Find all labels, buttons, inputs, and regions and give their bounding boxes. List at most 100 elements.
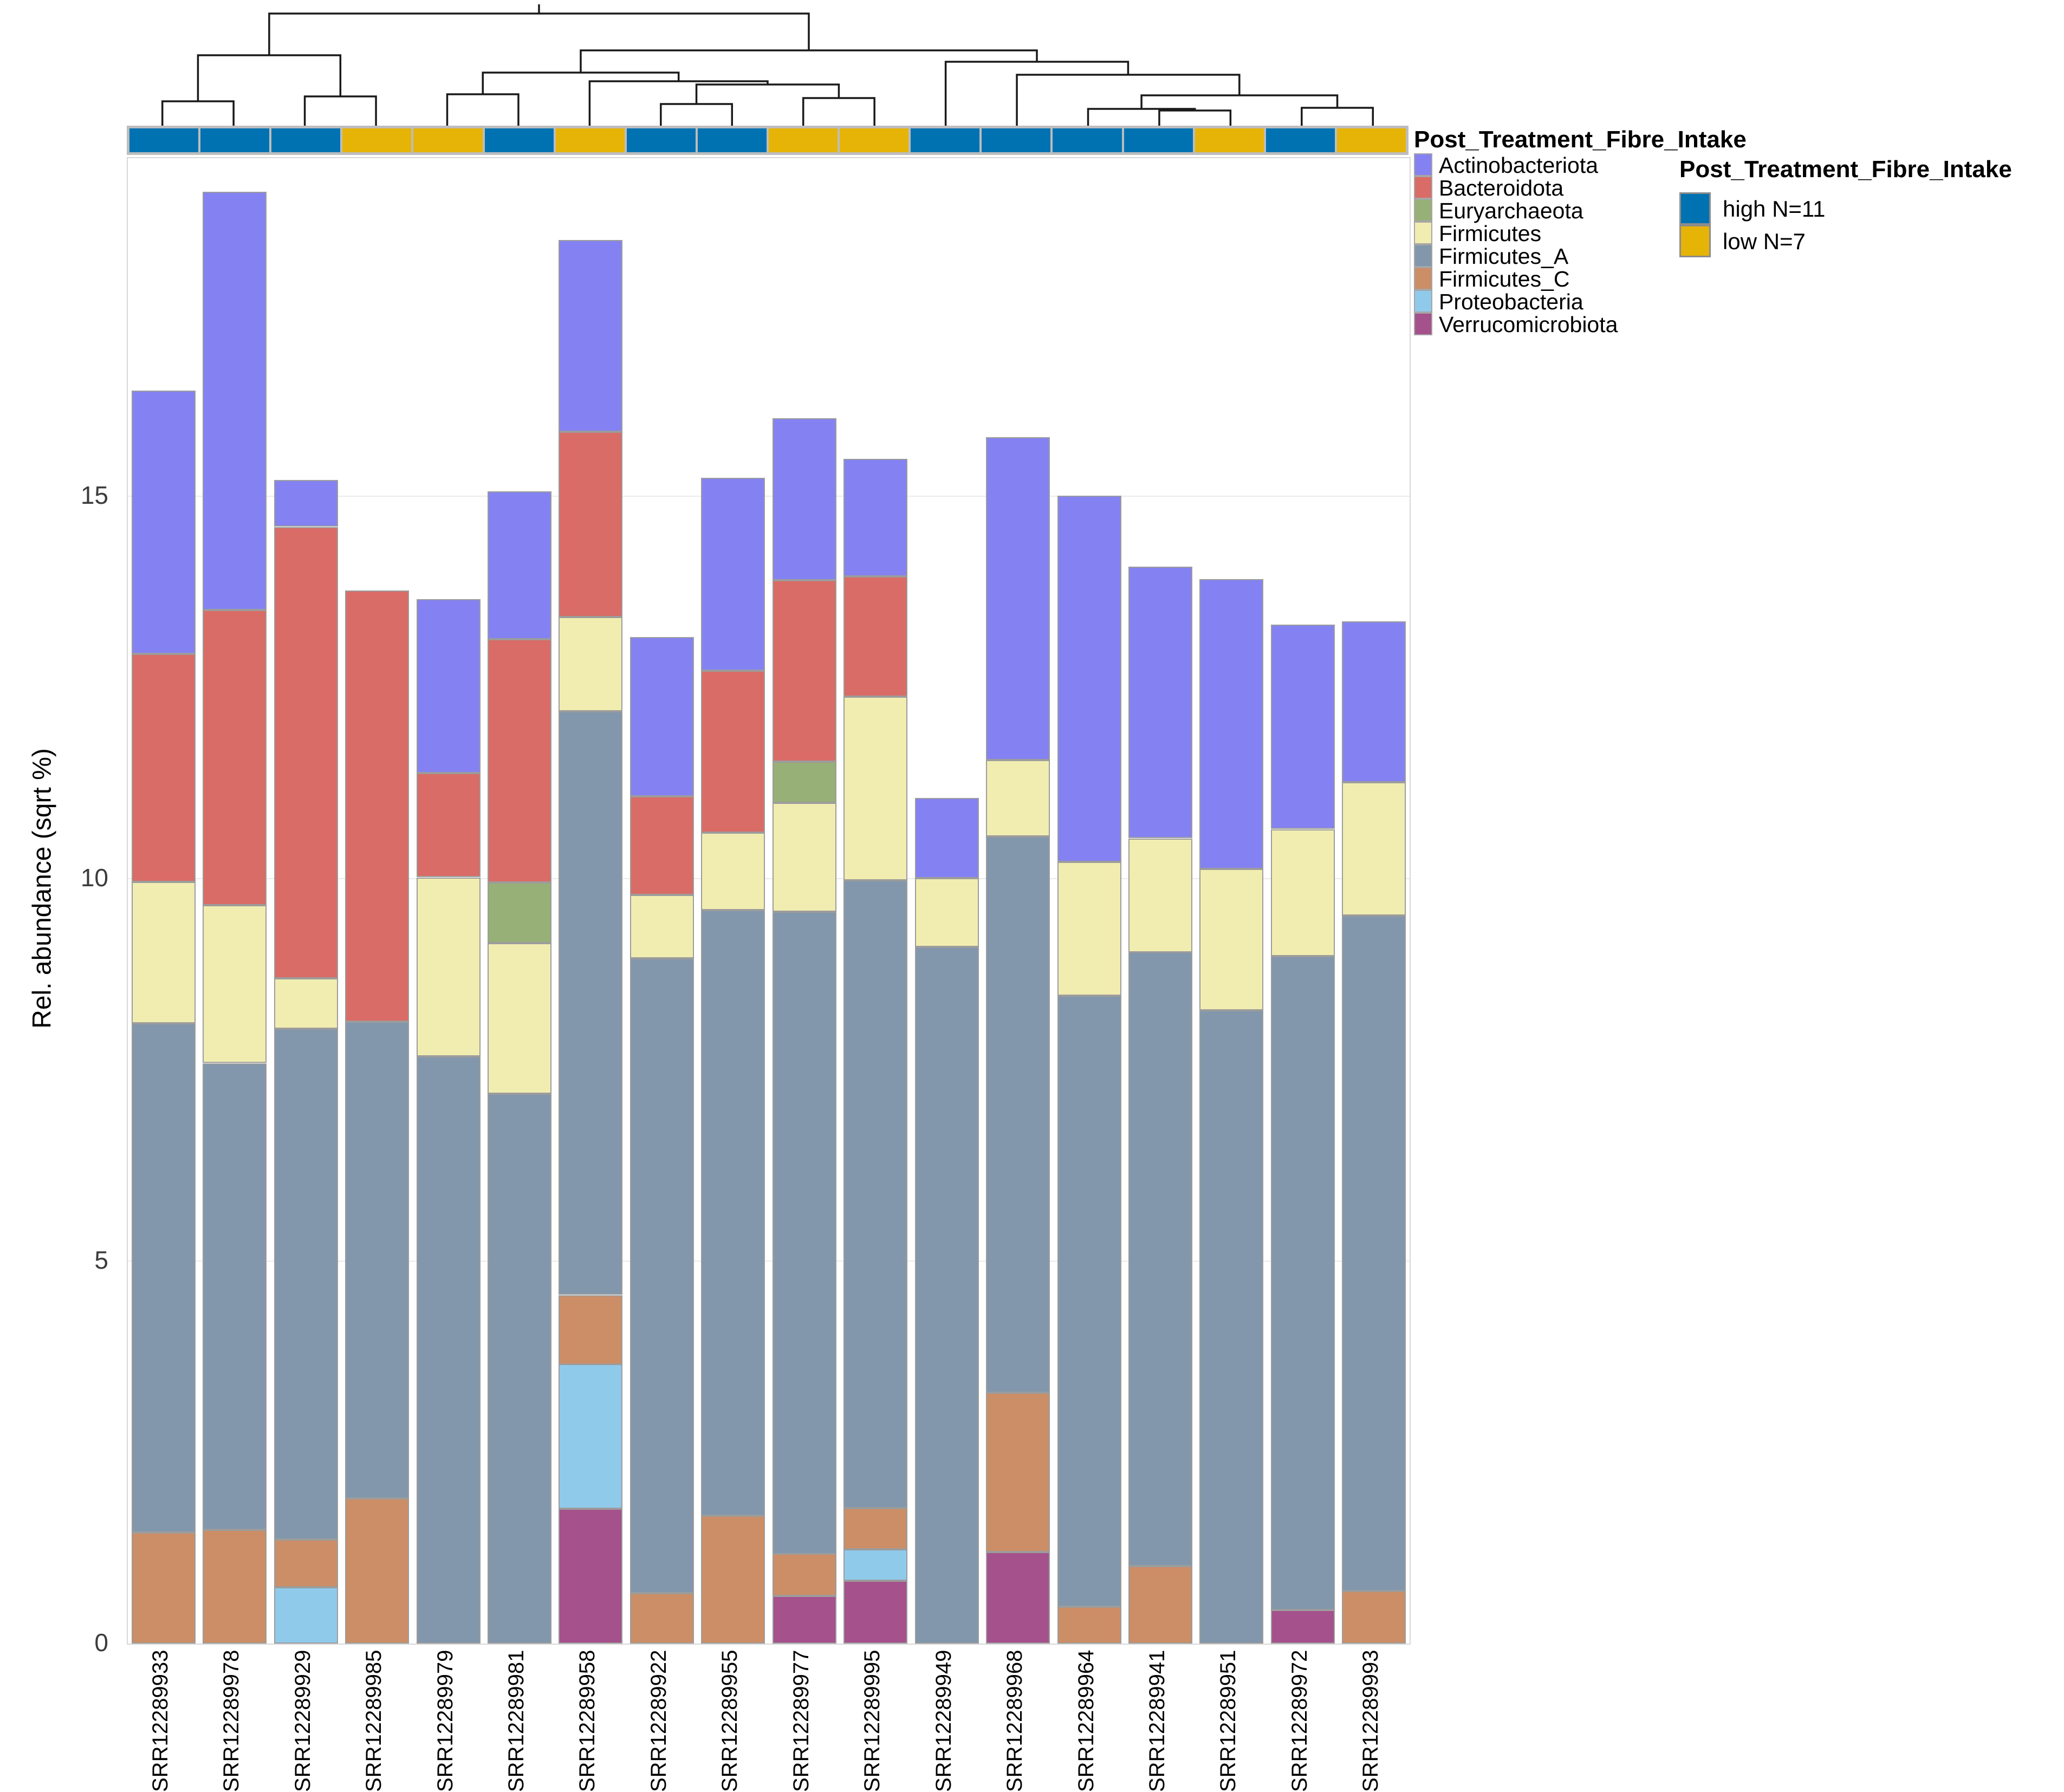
- phyla-legend-item-Bacteroidota: Bacteroidota: [1414, 175, 1618, 200]
- bar-segment-Proteobacteria: [559, 1364, 623, 1509]
- bar-segment-Firmicutes: [416, 878, 481, 1056]
- bar-segment-Firmicutes: [559, 617, 623, 711]
- bar-segment-Firmicutes_A: [629, 958, 694, 1593]
- bar-segment-Firmicutes_A: [986, 836, 1050, 1393]
- x-tick-label-SRR12289958: SRR12289958: [575, 1650, 600, 1792]
- bar-segment-Actinobacteriota: [1199, 579, 1264, 869]
- bar-segment-Bacteroidota: [559, 432, 623, 617]
- bar-segment-Bacteroidota: [274, 527, 338, 978]
- bar-SRR12289979: [416, 599, 481, 1644]
- strip-cell-SRR12289977: [767, 127, 839, 153]
- bar-segment-Verrucomicrobiota: [986, 1552, 1050, 1644]
- legend-swatch-Actinobacteriota: [1414, 153, 1432, 176]
- x-tick-label-SRR12289951: SRR12289951: [1216, 1650, 1241, 1792]
- legend-label: Proteobacteria: [1439, 289, 1583, 314]
- fibre-legend-item-high: high N=11: [1679, 192, 2012, 225]
- bar-segment-Firmicutes: [131, 882, 196, 1023]
- bar-segment-Actinobacteriota: [1270, 625, 1335, 829]
- legend-swatch-Bacteroidota: [1414, 176, 1432, 199]
- bar-segment-Firmicutes_A: [914, 947, 979, 1644]
- legend-label: high N=11: [1723, 196, 1826, 222]
- bar-segment-Firmicutes: [1199, 869, 1264, 1010]
- x-tick-label-SRR12289993: SRR12289993: [1359, 1650, 1383, 1792]
- legend-label: Verrucomicrobiota: [1439, 311, 1618, 337]
- bar-segment-Actinobacteriota: [274, 480, 338, 527]
- bar-segment-Verrucomicrobiota: [559, 1509, 623, 1644]
- strip-cell-SRR12289968: [981, 127, 1052, 153]
- bar-segment-Actinobacteriota: [1342, 621, 1406, 782]
- bar-segment-Firmicutes_C: [345, 1498, 410, 1644]
- bar-segment-Firmicutes: [1128, 839, 1192, 952]
- strip-cell-SRR12289993: [1335, 127, 1407, 153]
- bar-segment-Firmicutes: [1342, 782, 1406, 916]
- bar-segment-Actinobacteriota: [914, 798, 979, 878]
- bar-segment-Firmicutes_C: [986, 1393, 1050, 1552]
- bar-segment-Firmicutes: [701, 833, 765, 910]
- legend-swatch-Verrucomicrobiota: [1414, 313, 1432, 335]
- annotation-strip: [127, 126, 1409, 155]
- bar-segment-Actinobacteriota: [986, 437, 1050, 760]
- bar-segment-Bacteroidota: [487, 639, 551, 882]
- strip-cell-SRR12289964: [1052, 127, 1123, 153]
- bar-segment-Actinobacteriota: [487, 491, 551, 639]
- bar-segment-Firmicutes_C: [1128, 1566, 1192, 1644]
- bar-segment-Firmicutes_C: [559, 1295, 623, 1365]
- x-tick-label-SRR12289955: SRR12289955: [718, 1650, 742, 1792]
- phyla-legend-item-Firmicutes_A: Firmicutes_A: [1414, 243, 1618, 269]
- phyla-legend-item-Verrucomicrobiota: Verrucomicrobiota: [1414, 311, 1618, 337]
- bar-segment-Euryarchaeota: [487, 882, 551, 943]
- phyla-legend-item-Euryarchaeota: Euryarchaeota: [1414, 198, 1618, 223]
- x-tick-label-SRR12289995: SRR12289995: [860, 1650, 885, 1792]
- bar-segment-Verrucomicrobiota: [772, 1596, 836, 1644]
- legend-label: Firmicutes_A: [1439, 243, 1569, 269]
- bar-segment-Firmicutes_C: [131, 1533, 196, 1644]
- bar-segment-Verrucomicrobiota: [843, 1581, 908, 1644]
- gridline-y5: [128, 1261, 1410, 1262]
- legend-swatch-Proteobacteria: [1414, 290, 1432, 313]
- strip-cell-SRR12289981: [483, 127, 555, 153]
- legend-label: Firmicutes: [1439, 220, 1542, 246]
- bar-segment-Firmicutes_C: [843, 1508, 908, 1549]
- bar-segment-Bacteroidota: [416, 773, 481, 877]
- bar-SRR12289972: [1270, 625, 1335, 1644]
- x-tick-label-SRR12289929: SRR12289929: [290, 1650, 315, 1792]
- bar-segment-Euryarchaeota: [772, 762, 836, 803]
- legend-label: Bacteroidota: [1439, 175, 1564, 200]
- fibre-intake-legend: Post_Treatment_Fibre_Intake high N=11 low…: [1679, 156, 2012, 258]
- bar-SRR12289922: [629, 637, 694, 1644]
- phyla-legend-item-Actinobacteriota: Actinobacteriota: [1414, 152, 1618, 178]
- bar-segment-Bacteroidota: [629, 796, 694, 895]
- bar-SRR12289949: [914, 797, 979, 1644]
- strip-cell-SRR12289922: [625, 127, 697, 153]
- x-tick-label-SRR12289972: SRR12289972: [1287, 1650, 1312, 1792]
- fibre-legend-item-low: low N=7: [1679, 224, 2012, 258]
- bar-segment-Bacteroidota: [345, 590, 410, 1022]
- bar-SRR12289951: [1199, 579, 1264, 1644]
- bar-segment-Firmicutes_A: [274, 1029, 338, 1540]
- bar-segment-Firmicutes_A: [131, 1023, 196, 1533]
- x-tick-label-SRR12289978: SRR12289978: [219, 1650, 244, 1792]
- bar-segment-Firmicutes_A: [1057, 996, 1121, 1607]
- bar-segment-Proteobacteria: [274, 1587, 338, 1644]
- x-tick-label-SRR12289968: SRR12289968: [1003, 1650, 1027, 1792]
- strip-cell-SRR12289949: [910, 127, 981, 153]
- bar-segment-Firmicutes_A: [1342, 916, 1406, 1591]
- strip-cell-SRR12289955: [696, 127, 768, 153]
- x-tick-label-SRR12289977: SRR12289977: [789, 1650, 813, 1792]
- bar-SRR12289977: [772, 418, 836, 1644]
- bar-segment-Firmicutes_A: [1128, 952, 1192, 1566]
- x-tick-label-SRR12289985: SRR12289985: [362, 1650, 386, 1792]
- legend-label: Actinobacteriota: [1439, 152, 1599, 178]
- bar-segment-Firmicutes: [772, 803, 836, 912]
- bar-SRR12289968: [986, 437, 1050, 1644]
- plot-panel: [127, 157, 1411, 1645]
- bar-segment-Firmicutes: [274, 978, 338, 1029]
- bar-segment-Firmicutes_A: [1199, 1010, 1264, 1644]
- bar-segment-Actinobacteriota: [559, 240, 623, 432]
- bar-SRR12289985: [345, 590, 410, 1644]
- bar-segment-Firmicutes: [914, 878, 979, 947]
- bar-segment-Firmicutes: [1057, 862, 1121, 996]
- strip-cell-SRR12289985: [341, 127, 413, 153]
- fibre-intake-legend-title: Post_Treatment_Fibre_Intake: [1679, 156, 2012, 183]
- bar-SRR12289958: [559, 240, 623, 1644]
